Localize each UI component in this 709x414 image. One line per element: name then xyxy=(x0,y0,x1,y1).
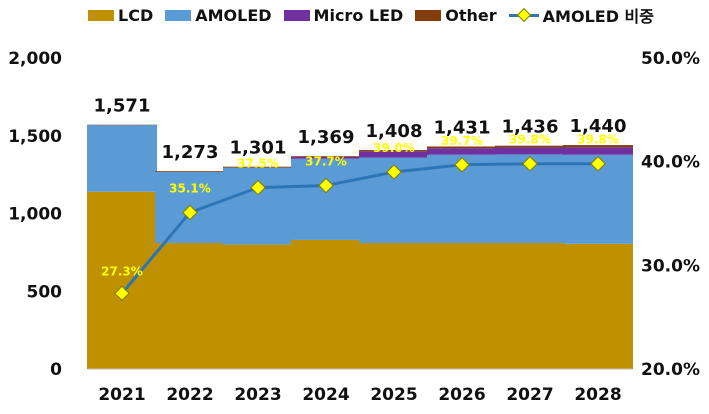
legend-swatch-lcd xyxy=(88,9,114,21)
y-left-tick-label: 2,000 xyxy=(8,49,62,69)
x-tick-label: 2022 xyxy=(166,385,213,405)
y-right-tick-label: 40.0% xyxy=(641,153,700,173)
legend-item-amoled-share: AMOLED 비중 xyxy=(508,3,654,27)
legend-label-other: Other xyxy=(445,5,497,25)
amoled-share-marker xyxy=(590,155,606,172)
bar-segment-lcd xyxy=(291,239,361,369)
right-y-axis: 20.0% 30.0% 40.0% 50.0% xyxy=(641,49,700,380)
legend-item-lcd: LCD xyxy=(88,6,153,25)
x-axis: 2021 2022 2023 2024 2025 2026 2027 2028 xyxy=(88,368,632,405)
bar-total-label: 1,440 xyxy=(570,116,627,137)
amoled-share-line xyxy=(120,162,598,295)
x-tick-label: 2028 xyxy=(574,385,621,405)
bar-segment-micro-led xyxy=(495,147,565,155)
amoled-share-data-label: 39.8% xyxy=(509,133,551,147)
bar-segment-lcd xyxy=(359,243,429,369)
bar-segment-lcd xyxy=(155,243,225,369)
bar-segment-amoled xyxy=(223,167,293,245)
amoled-share-marker xyxy=(454,156,470,173)
legend-item-amoled: AMOLED xyxy=(165,5,272,25)
chart-legend: LCD AMOLED Micro LED Other AMOLED 비중 xyxy=(88,2,654,28)
y-right-tick-label: 50.0% xyxy=(641,49,700,69)
line-series: 27.3% 35.1% 37.5% 37.7% 39.0% 39.7% 39.8% 39.8% xyxy=(101,133,619,302)
bar-segment-lcd xyxy=(87,191,157,369)
x-tick-label: 2027 xyxy=(506,385,553,405)
bar-segment-micro-led xyxy=(427,148,497,155)
legend-label-amoled: AMOLED xyxy=(195,5,272,25)
y-right-tick-label: 30.0% xyxy=(641,256,700,276)
amoled-share-data-label: 39.0% xyxy=(373,141,415,155)
legend-swatch-other xyxy=(415,9,442,21)
bar-segment-amoled xyxy=(291,158,361,240)
amoled-share-marker xyxy=(386,164,402,180)
bar-segment-other xyxy=(427,146,497,149)
amoled-share-data-label: 39.8% xyxy=(577,133,619,147)
x-tick-label: 2024 xyxy=(302,385,349,405)
y-right-tick-label: 20.0% xyxy=(641,360,700,380)
bar-segment-micro-led xyxy=(291,156,361,159)
bar-segment-other xyxy=(563,145,633,148)
legend-line-marker-icon xyxy=(508,8,539,22)
bar-segment-micro-led xyxy=(563,147,633,155)
y-left-tick-label: 500 xyxy=(27,282,63,302)
amoled-share-marker xyxy=(182,204,198,221)
amoled-share-marker xyxy=(318,177,334,194)
bar-segment-other xyxy=(223,166,293,168)
y-left-tick-label: 1,000 xyxy=(8,205,62,225)
amoled-share-marker xyxy=(250,179,266,196)
left-y-axis: 0 500 1,000 1,500 2,000 xyxy=(8,49,62,380)
bar-series: 1,571 1,273 1,301 1,369 1,408 1,431 1,436 1,440 xyxy=(87,96,633,369)
legend-swatch-micro-led xyxy=(283,9,310,21)
bar-segment-lcd xyxy=(427,243,497,369)
bar-segment-other xyxy=(359,150,429,152)
legend-item-micro-led: Micro LED xyxy=(283,5,404,25)
amoled-share-data-label: 35.1% xyxy=(169,181,211,195)
legend-label-micro-led: Micro LED xyxy=(313,5,404,25)
bar-segment-micro-led xyxy=(359,151,429,158)
legend-label-lcd: LCD xyxy=(118,5,154,25)
bar-segment-lcd xyxy=(223,244,293,369)
x-tick-label: 2026 xyxy=(438,385,485,405)
amoled-share-data-label: 37.7% xyxy=(305,155,347,169)
amoled-share-data-label: 39.7% xyxy=(441,134,483,148)
bar-total-label: 1,571 xyxy=(94,96,151,117)
bar-total-label: 1,301 xyxy=(230,138,287,159)
bar-total-label: 1,436 xyxy=(502,117,559,138)
amoled-share-marker xyxy=(522,155,538,172)
amoled-share-marker xyxy=(114,285,130,302)
bar-total-label: 1,431 xyxy=(434,117,491,138)
bar-segment-amoled xyxy=(87,125,157,192)
amoled-share-data-label: 27.3% xyxy=(101,264,143,278)
x-tick-label: 2025 xyxy=(370,385,417,405)
y-left-tick-label: 0 xyxy=(50,360,62,380)
legend-label-amoled-share: AMOLED 비중 xyxy=(542,7,654,26)
bar-total-label: 1,369 xyxy=(298,127,355,148)
bar-segment-lcd xyxy=(563,243,633,369)
amoled-share-data-label: 37.5% xyxy=(237,157,279,171)
bar-segment-other xyxy=(291,156,361,157)
bar-segment-lcd xyxy=(495,243,565,369)
x-tick-label: 2021 xyxy=(98,385,145,405)
y-left-tick-label: 1,500 xyxy=(8,127,62,147)
legend-swatch-amoled xyxy=(165,9,192,21)
bar-segment-other xyxy=(155,171,225,172)
x-tick-label: 2023 xyxy=(234,385,281,405)
legend-item-other: Other xyxy=(415,5,497,25)
bar-segment-other xyxy=(495,145,565,148)
bar-total-label: 1,408 xyxy=(366,121,423,142)
bar-total-label: 1,273 xyxy=(162,142,219,163)
